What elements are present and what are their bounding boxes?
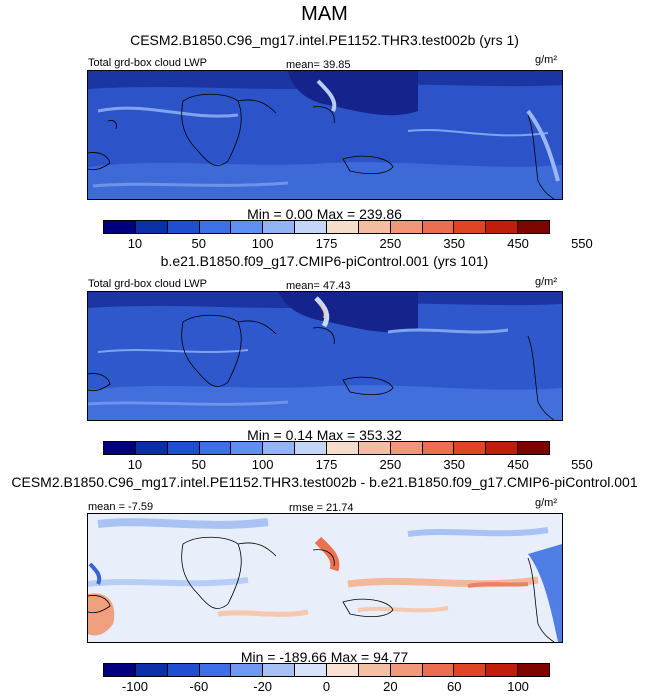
map-panel-1: [87, 70, 563, 200]
colorbar-swatch: [295, 664, 328, 676]
variable-label-1: Total grd-box cloud LWP: [88, 57, 208, 69]
mean-label-2: mean= 47.43: [286, 280, 351, 292]
colorbar-swatch: [104, 664, 136, 676]
colorbar-tick-label: 550: [571, 236, 593, 251]
variable-label-2: Total grd-box cloud LWP: [88, 278, 208, 290]
colorbar-swatch: [263, 221, 296, 233]
colorbar-swatch: [486, 221, 519, 233]
colorbar-swatch: [390, 442, 423, 454]
colorbar-swatch: [135, 664, 168, 676]
colorbar-swatch: [104, 221, 136, 233]
units-label-2: g/m²: [535, 276, 557, 288]
colorbar-swatch: [135, 221, 168, 233]
colorbar-swatch: [390, 664, 423, 676]
colorbar-swatch: [327, 664, 359, 676]
colorbar-tick-label: 100: [507, 679, 529, 694]
colorbar-3: [103, 663, 550, 677]
colorbar-swatch: [422, 442, 455, 454]
units-label-3: g/m²: [535, 497, 557, 509]
colorbar-swatch: [199, 664, 232, 676]
colorbar-2: [103, 441, 550, 455]
colorbar-swatch: [263, 664, 296, 676]
colorbar-tick-label: 250: [379, 457, 402, 472]
colorbar-swatch: [231, 221, 264, 233]
colorbar-swatch: [199, 442, 232, 454]
minmax-1: Min = 0.00 Max = 239.86: [247, 206, 402, 222]
colorbar-swatch: [422, 221, 455, 233]
colorbar-1: [103, 220, 550, 234]
case-name-3: CESM2.B1850.C96_mg17.intel.PE1152.THR3.t…: [11, 474, 638, 490]
colorbar-tick-label: 50: [191, 236, 207, 251]
case-name-2: b.e21.B1850.f09_g17.CMIP6-piControl.001 …: [160, 253, 489, 269]
colorbar-tick-label: 0: [322, 679, 331, 694]
colorbar-swatch: [358, 221, 391, 233]
colorbar-swatch: [327, 221, 359, 233]
colorbar-tick-label: 100: [251, 457, 274, 472]
colorbar-tick-label: 100: [251, 236, 274, 251]
colorbar-swatch: [486, 442, 519, 454]
colorbar-tick-label: -20: [253, 679, 273, 694]
colorbar-swatch: [454, 442, 487, 454]
colorbar-ticks-3: -100 -60 -20 0 20 60 100: [103, 679, 550, 695]
map-panel-3: [87, 513, 563, 643]
minmax-2: Min = 0.14 Max = 353.32: [247, 427, 402, 443]
case-name-1: CESM2.B1850.C96_mg17.intel.PE1152.THR3.t…: [130, 32, 519, 48]
colorbar-swatch: [422, 664, 455, 676]
colorbar-tick-label: 50: [191, 457, 207, 472]
colorbar-tick-label: -100: [121, 679, 148, 694]
rmse-label: rmse = 21.74: [289, 502, 354, 514]
colorbar-tick-label: 10: [127, 236, 143, 251]
colorbar-swatch: [518, 664, 550, 676]
colorbar-tick-label: -60: [189, 679, 209, 694]
colorbar-swatch: [199, 221, 232, 233]
colorbar-ticks-2: 10 50 100 175 250 350 450 550: [103, 457, 593, 473]
units-label-1: g/m²: [535, 54, 557, 66]
colorbar-swatch: [454, 221, 487, 233]
colorbar-swatch: [167, 442, 200, 454]
diff-mean-label: mean = -7.59: [88, 501, 154, 513]
colorbar-swatch: [358, 664, 391, 676]
colorbar-swatch: [104, 442, 136, 454]
colorbar-tick-label: 175: [315, 457, 338, 472]
colorbar-swatch: [358, 442, 391, 454]
colorbar-swatch: [390, 221, 423, 233]
minmax-3: Min = -189.66 Max = 94.77: [240, 649, 409, 665]
colorbar-swatch: [135, 442, 168, 454]
colorbar-tick-label: 450: [507, 457, 529, 472]
colorbar-swatch: [327, 442, 359, 454]
colorbar-tick-label: 350: [443, 236, 466, 251]
colorbar-swatch: [231, 664, 264, 676]
map-panel-2: [87, 291, 563, 421]
colorbar-tick-label: 20: [383, 679, 398, 694]
colorbar-swatch: [454, 664, 487, 676]
colorbar-tick-label: 10: [127, 457, 143, 472]
colorbar-tick-label: 60: [446, 679, 462, 694]
colorbar-swatch: [295, 442, 328, 454]
colorbar-swatch: [167, 664, 200, 676]
colorbar-tick-label: 250: [379, 236, 402, 251]
colorbar-ticks-1: 10 50 100 175 250 350 450 550: [103, 236, 593, 252]
colorbar-tick-label: 450: [507, 236, 529, 251]
colorbar-tick-label: 550: [571, 457, 593, 472]
colorbar-swatch: [295, 221, 328, 233]
colorbar-swatch: [518, 442, 550, 454]
colorbar-swatch: [231, 442, 264, 454]
colorbar-swatch: [486, 664, 519, 676]
colorbar-swatch: [518, 221, 550, 233]
colorbar-tick-label: 350: [443, 457, 466, 472]
colorbar-swatch: [263, 442, 296, 454]
mean-label-1: mean= 39.85: [286, 59, 351, 71]
colorbar-swatch: [167, 221, 200, 233]
colorbar-tick-label: 175: [315, 236, 338, 251]
page-title: MAM: [301, 3, 348, 25]
